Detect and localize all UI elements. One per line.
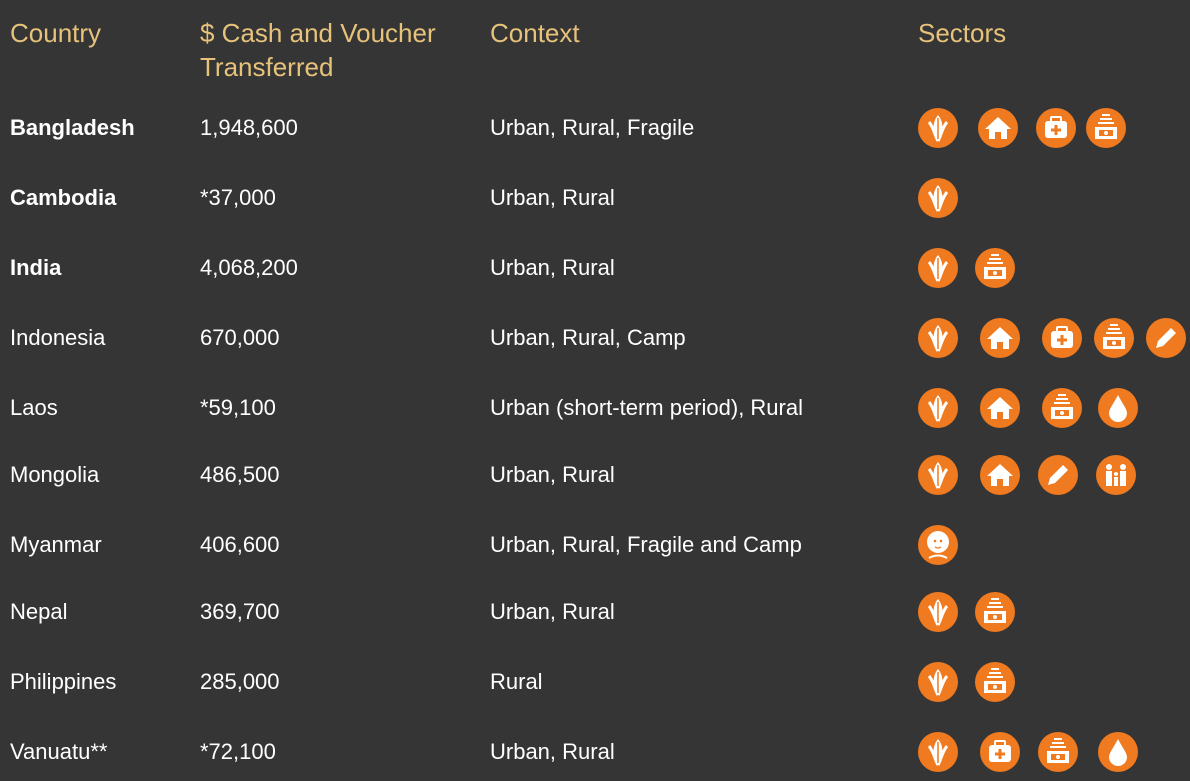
table-cell: 369,700	[200, 599, 280, 624]
sector-icon	[1098, 732, 1138, 772]
sector-icon	[1085, 107, 1127, 149]
sector-icon	[974, 591, 1016, 633]
table-cell: Indonesia	[10, 325, 106, 350]
header-cell: $ Cash and Voucher Transferred	[200, 18, 436, 82]
sector-icon	[917, 524, 959, 566]
table-cell: Urban, Rural, Camp	[490, 325, 686, 350]
sector-icon	[916, 386, 960, 430]
sector-icon	[916, 246, 960, 290]
table-cell: Cambodia	[10, 185, 117, 210]
table-cell: India	[10, 255, 62, 280]
table-cell: Urban (short-term period), Rural	[490, 395, 803, 420]
header-cell: Sectors	[918, 18, 1007, 48]
sector-icon	[980, 455, 1020, 495]
sector-icon	[1041, 387, 1083, 429]
table-cell: *59,100	[200, 395, 276, 420]
sector-icon	[980, 388, 1020, 428]
table-cell: 1,948,600	[200, 115, 298, 140]
table-cell: Urban, Rural	[490, 185, 615, 210]
sector-icon	[974, 247, 1016, 289]
sector-icon	[916, 176, 960, 220]
table-cell: 486,500	[200, 462, 280, 487]
sector-icon	[1040, 316, 1084, 360]
table-cell: Mongolia	[10, 462, 100, 487]
sector-icon	[916, 453, 960, 497]
sector-icon	[1098, 388, 1138, 428]
sector-icon	[916, 316, 960, 360]
table-cell: 406,600	[200, 532, 280, 557]
table-cell: Urban, Rural	[490, 255, 615, 280]
table-cell: Rural	[490, 669, 543, 694]
table-cell: Urban, Rural	[490, 739, 615, 764]
sector-icon	[916, 590, 960, 634]
header-cell: Country	[10, 18, 102, 48]
sector-icon	[1038, 455, 1078, 495]
table-cell: Urban, Rural, Fragile and Camp	[490, 532, 802, 557]
sector-icon	[978, 730, 1022, 774]
sector-icon	[916, 106, 960, 150]
sector-icon	[916, 730, 960, 774]
table-cell: Nepal	[10, 599, 68, 624]
header-cell: Context	[490, 18, 580, 48]
table-cell: Urban, Rural	[490, 599, 615, 624]
sector-icon	[1093, 317, 1135, 359]
sector-icon	[980, 318, 1020, 358]
sector-icon	[1034, 106, 1078, 150]
table-cell: *72,100	[200, 739, 276, 764]
table-cell: Myanmar	[10, 532, 102, 557]
sector-icon	[978, 108, 1018, 148]
table-cell: Urban, Rural, Fragile	[490, 115, 695, 140]
sector-icon	[1146, 318, 1186, 358]
sector-icon	[974, 661, 1016, 703]
table-cell: *37,000	[200, 185, 276, 210]
table-cell: 670,000	[200, 325, 280, 350]
sector-icon	[916, 660, 960, 704]
table-cell: 4,068,200	[200, 255, 298, 280]
table-cell: Urban, Rural	[490, 462, 615, 487]
table-cell: Bangladesh	[10, 115, 135, 140]
sector-icon	[1096, 455, 1136, 495]
table-cell: Laos	[10, 395, 58, 420]
table-cell: Vanuatu**	[10, 739, 108, 764]
sector-icon	[1037, 731, 1079, 773]
table-cell: Philippines	[10, 669, 117, 694]
table-cell: 285,000	[200, 669, 280, 694]
